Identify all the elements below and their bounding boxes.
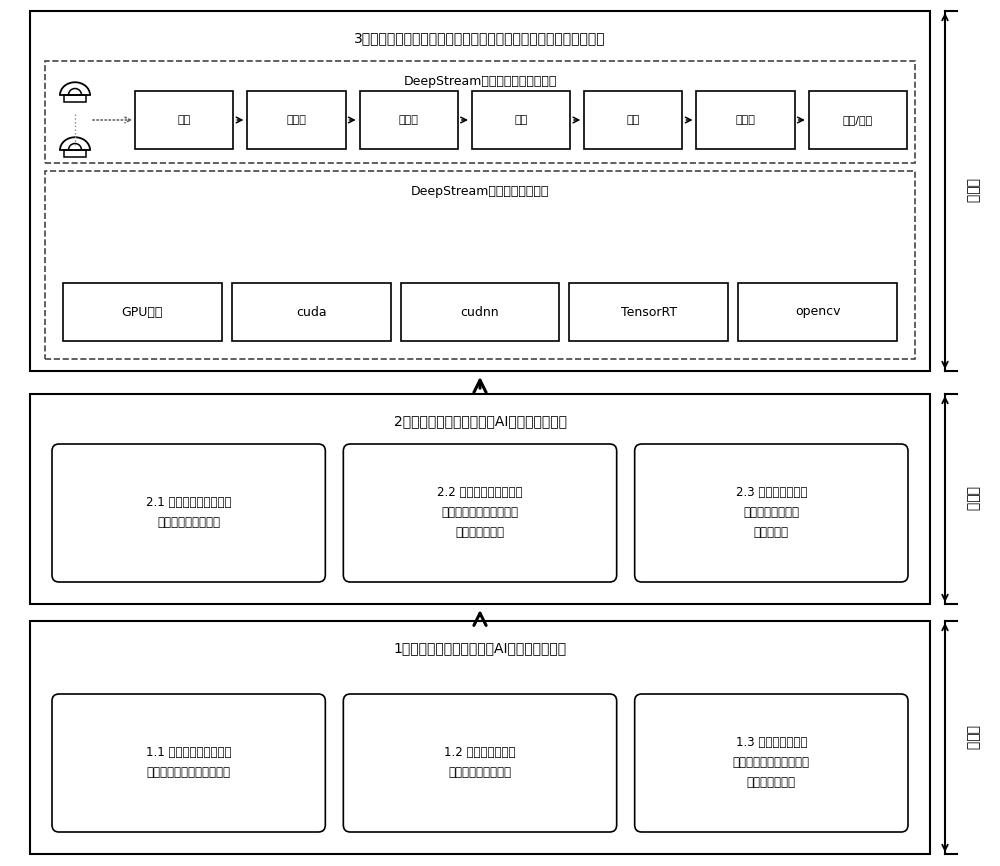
Text: 1.3 燔炼炉生产过程
炉内生产语义分割数据采
集及数据集制作: 1.3 燔炼炉生产过程 炉内生产语义分割数据采 集及数据集制作 (733, 736, 810, 790)
Bar (401, 283, 559, 341)
Text: opencv: opencv (795, 306, 840, 319)
Text: GPU驱动: GPU驱动 (122, 306, 163, 319)
Text: TensorRT: TensorRT (621, 306, 677, 319)
Text: 显示/推流: 显示/推流 (843, 115, 873, 125)
Text: 2、燔炼炉工序识别及监控AI模型研究与设计: 2、燔炼炉工序识别及监控AI模型研究与设计 (394, 414, 566, 428)
Text: 解码: 解码 (178, 115, 191, 125)
Text: 批处理: 批处理 (399, 115, 419, 125)
Bar (569, 283, 728, 341)
FancyBboxPatch shape (635, 694, 908, 832)
Bar (809, 91, 907, 149)
Text: 2.2 基于时空关系推理的
燔炼炉生产过程工序识别
模型研究与设计: 2.2 基于时空关系推理的 燔炼炉生产过程工序识别 模型研究与设计 (437, 487, 523, 540)
Text: 2.1 燔炼炉生产场景目标
检测模型研究与设计: 2.1 燔炼炉生产场景目标 检测模型研究与设计 (146, 496, 231, 529)
FancyBboxPatch shape (635, 444, 908, 582)
Text: 可视化: 可视化 (736, 115, 756, 125)
Bar (45, 61, 915, 163)
Text: 推断: 推断 (514, 115, 528, 125)
Text: DeepStream实时视频流分析应用层: DeepStream实时视频流分析应用层 (403, 74, 557, 87)
FancyBboxPatch shape (343, 694, 617, 832)
Bar (232, 283, 391, 341)
Bar (64, 95, 86, 102)
Bar (472, 91, 570, 149)
Bar (696, 91, 795, 149)
Text: 追踪: 追踪 (627, 115, 640, 125)
Text: 1.1 燔炼炉生产场景目标
检测数据采集及数据集制作: 1.1 燔炼炉生产场景目标 检测数据采集及数据集制作 (146, 746, 231, 779)
FancyBboxPatch shape (343, 444, 617, 582)
Text: 数据层: 数据层 (965, 725, 979, 750)
Text: 2.3 燔炼炉生产过程
炉内工况分析模型
研究与设计: 2.3 燔炼炉生产过程 炉内工况分析模型 研究与设计 (736, 487, 807, 540)
Bar (738, 283, 897, 341)
Text: 1.2 燔炼炉生产过程
工序识别数据集制作: 1.2 燔炼炉生产过程 工序识别数据集制作 (444, 746, 516, 779)
FancyBboxPatch shape (52, 444, 325, 582)
Bar (30, 394, 930, 604)
Text: 预处理: 预处理 (286, 115, 306, 125)
Bar (584, 91, 682, 149)
Text: DeepStream视频流分析加速库: DeepStream视频流分析加速库 (411, 184, 549, 197)
Text: 3、基于智能实时视频流分析的燔炼炉工序识别及监控应用系统开发: 3、基于智能实时视频流分析的燔炼炉工序识别及监控应用系统开发 (354, 31, 606, 45)
Text: 算法层: 算法层 (965, 487, 979, 512)
Bar (360, 91, 458, 149)
Bar (247, 91, 346, 149)
Bar (30, 11, 930, 371)
Bar (64, 150, 86, 157)
Bar (135, 91, 233, 149)
Text: 1、燔炼炉工序识别及监控AI模型数据集制作: 1、燔炼炉工序识别及监控AI模型数据集制作 (393, 641, 567, 655)
Bar (63, 283, 222, 341)
FancyBboxPatch shape (52, 694, 325, 832)
Text: cuda: cuda (296, 306, 327, 319)
Bar (45, 171, 915, 359)
Bar (30, 621, 930, 854)
Text: cudnn: cudnn (461, 306, 499, 319)
Text: 应用层: 应用层 (965, 178, 979, 204)
